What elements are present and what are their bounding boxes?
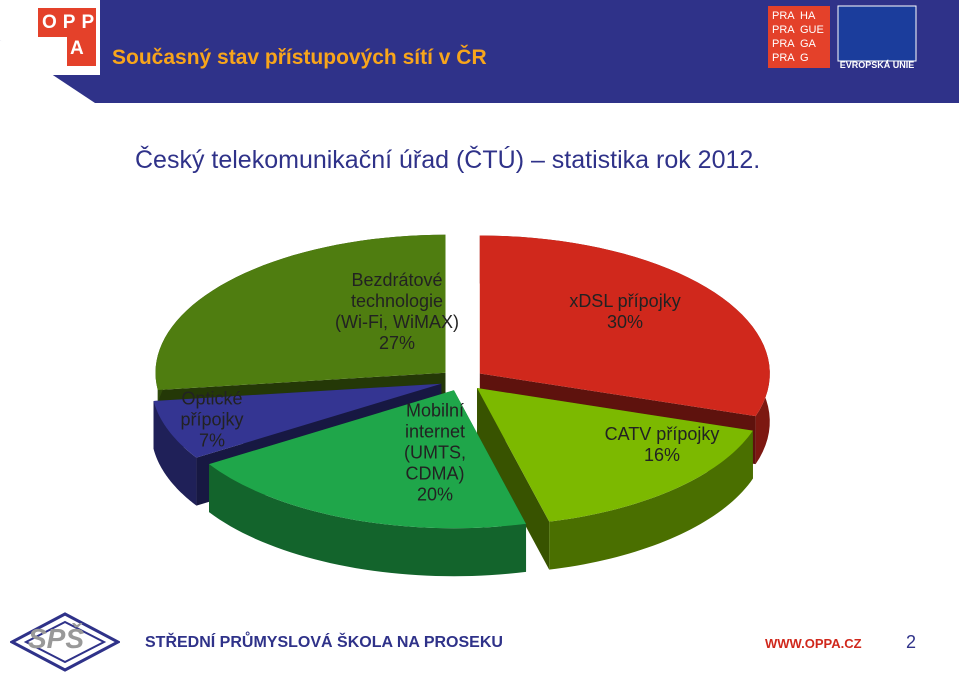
slice-wall	[549, 430, 753, 570]
url: WWW.OPPA.CZ	[765, 636, 862, 651]
logo-text: G	[800, 52, 809, 64]
slice-top	[209, 390, 527, 529]
logo-text: HA	[800, 10, 816, 22]
category-label: Optické přípojky	[180, 388, 244, 430]
value-label: 16%	[643, 445, 681, 465]
logo-text: GA	[800, 38, 816, 50]
logo-letter: O	[42, 12, 63, 33]
data-label: Optické přípojky 7%	[167, 389, 257, 452]
slice-side	[477, 388, 550, 570]
slide-title: Současný stav přístupových sítí v ČR	[112, 46, 487, 69]
logo-text: GUE	[800, 24, 824, 36]
slice-top	[155, 234, 446, 391]
oppa-logo: OPP A	[42, 10, 96, 62]
slice-top	[477, 388, 753, 522]
slice-top	[479, 235, 770, 417]
slice-top	[153, 383, 442, 458]
value-label: 7%	[198, 430, 225, 451]
logo-text: PRA	[772, 24, 795, 36]
sps-logo: SPŠ	[28, 623, 85, 654]
logo-text: PRA	[772, 38, 795, 50]
logo-letter: P	[81, 12, 101, 33]
data-label: Mobilní internet (UMTS, CDMA) 20%	[390, 401, 480, 506]
subtitle: Český telekomunikační úřad (ČTÚ) – stati…	[135, 146, 761, 174]
logo-letter: P	[62, 12, 82, 33]
sps-logo-shape	[10, 612, 120, 672]
logo-text: PRA	[772, 52, 795, 64]
header-band	[0, 0, 959, 103]
eu-logo: EVROPSKÁ UNIE	[839, 60, 915, 70]
value-label: 20%	[416, 484, 454, 505]
category-label: xDSL přípojky	[569, 291, 681, 311]
praha-logo: PRA HA PRA GUE PRA GA PRA G	[772, 9, 832, 65]
slice-wall	[209, 464, 527, 577]
value-label: 27%	[378, 333, 416, 353]
slice-wall	[153, 401, 197, 506]
logo-letter: A	[70, 38, 90, 59]
category-label: CATV přípojky	[604, 424, 720, 444]
page-number: 2	[906, 632, 917, 652]
data-label: xDSL přípojky 30%	[535, 291, 715, 333]
category-label: Bezdrátové technologie (Wi-Fi, WiMAX)	[335, 270, 459, 332]
value-label: 30%	[606, 312, 644, 332]
data-label: CATV přípojky 16%	[572, 424, 752, 466]
data-label: Bezdrátové technologie (Wi-Fi, WiMAX) 27%	[335, 270, 460, 354]
logo-text: PRA	[772, 10, 795, 22]
school-name: STŘEDNÍ PRŮMYSLOVÁ ŠKOLA NA PROSEKU	[145, 634, 503, 651]
category-label: Mobilní internet (UMTS, CDMA)	[404, 400, 466, 484]
